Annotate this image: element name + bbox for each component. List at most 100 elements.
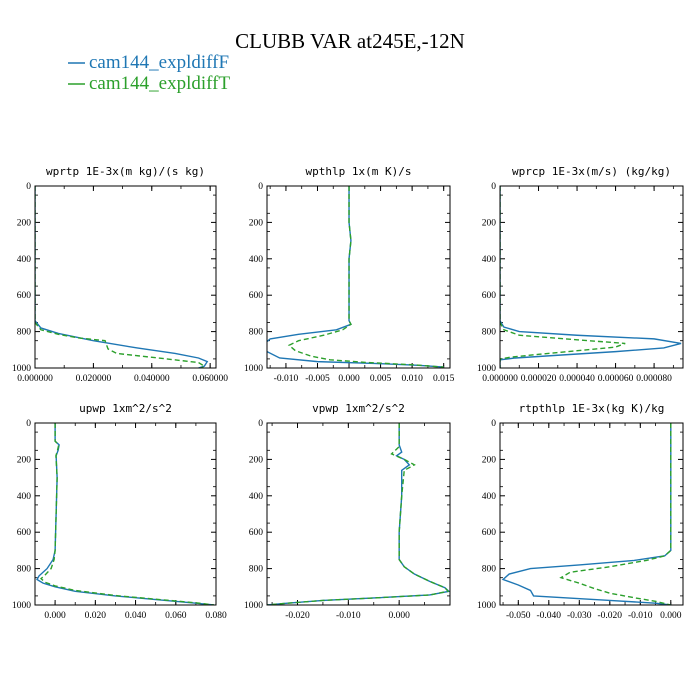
y-tick-label: 0 [26, 419, 31, 429]
y-tick-label: 1000 [244, 364, 263, 374]
y-tick-label: 1000 [12, 601, 31, 611]
y-tick-label: 400 [17, 255, 32, 265]
plot-frame [266, 185, 451, 369]
y-tick-label: 1000 [12, 364, 31, 374]
y-tick-label: 200 [482, 218, 497, 228]
y-tick-label: 800 [17, 328, 32, 338]
x-tick-label: 0.000080 [636, 374, 672, 384]
x-tick-label: 0.015 [433, 374, 455, 384]
series-line-1 [35, 186, 209, 368]
panel-title: wprtp 1E-3x(m kg)/(s kg) [46, 165, 205, 178]
series-line-1 [267, 423, 450, 605]
panels: wprtp 1E-3x(m kg)/(s kg) 0 200 400 600 800 100… [12, 165, 684, 621]
x-tick-label: -0.030 [567, 611, 592, 621]
series-line-1 [501, 423, 672, 605]
x-tick-label: -0.010 [274, 374, 299, 384]
y-tick-label: 400 [249, 492, 264, 502]
y-tick-label: 400 [249, 255, 264, 265]
x-tick-label: -0.020 [285, 611, 310, 621]
y-tick-label: 1000 [477, 364, 496, 374]
y-tick-label: 600 [482, 291, 497, 301]
plot-frame [499, 422, 684, 606]
series-line-2 [267, 423, 450, 605]
x-tick-label: -0.005 [305, 374, 330, 384]
series-line-1 [36, 423, 215, 605]
series-line-1 [267, 186, 444, 368]
plot-frame [266, 422, 451, 606]
series-line-2 [287, 186, 444, 368]
x-tick-label: 0.040000 [134, 374, 170, 384]
y-tick-label: 0 [26, 182, 31, 192]
series-line-2 [35, 186, 206, 368]
y-tick-label: 800 [17, 565, 32, 575]
x-tick-label: 0.000000 [482, 374, 518, 384]
x-tick-label: 0.000000 [17, 374, 53, 384]
y-tick-label: 400 [17, 492, 32, 502]
panel-1: wprtp 1E-3x(m kg)/(s kg) 0 200 400 600 800 100… [12, 165, 228, 384]
y-tick-label: 200 [17, 218, 32, 228]
panel-3: wprcp 1E-3x(m/s) (kg/kg) 0 200 400 600 800 100… [477, 165, 684, 384]
panel-title: wpthlp 1x(m K)/s [306, 165, 412, 178]
panel-4: upwp 1xm^2/s^2 0 200 400 600 800 1000 0.000 0.02… [12, 402, 227, 621]
y-tick-label: 0 [491, 182, 496, 192]
panel-title: wprcp 1E-3x(m/s) (kg/kg) [512, 165, 671, 178]
y-tick-label: 600 [249, 291, 264, 301]
series-line-2 [559, 423, 672, 605]
x-tick-label: 0.060000 [192, 374, 228, 384]
panel-2: wpthlp 1x(m K)/s 0 200 400 600 800 1000 -0.010-… [244, 165, 455, 384]
x-tick-label: 0.000 [338, 374, 360, 384]
y-tick-label: 1000 [477, 601, 496, 611]
y-tick-label: 600 [249, 528, 264, 538]
y-tick-label: 400 [482, 492, 497, 502]
panel-title: vpwp 1xm^2/s^2 [312, 402, 405, 415]
y-tick-label: 600 [482, 528, 497, 538]
y-tick-label: 0 [258, 182, 263, 192]
y-tick-label: 0 [258, 419, 263, 429]
x-tick-label: 0.005 [370, 374, 392, 384]
panel-6: rtpthlp 1E-3x(kg K)/kg02004006008001000-… [477, 402, 684, 621]
x-tick-label: 0.000040 [559, 374, 595, 384]
y-tick-label: 0 [491, 419, 496, 429]
legend: cam144_expldiffF cam144_expldiffT [68, 52, 230, 94]
x-tick-label: 0.060 [165, 611, 187, 621]
y-tick-label: 200 [482, 455, 497, 465]
series-line-2 [39, 423, 215, 605]
panel-title: rtpthlp 1E-3x(kg K)/kg [519, 402, 665, 415]
y-tick-label: 800 [482, 328, 497, 338]
x-tick-label: 0.040 [125, 611, 147, 621]
x-tick-label: 0.080 [205, 611, 227, 621]
panel-5: vpwp 1xm^2/s^2 0 200 400 600 800 1000 -0.020 -0.… [244, 402, 451, 621]
plot-frame [34, 422, 217, 606]
x-tick-label: -0.040 [537, 611, 562, 621]
series-line-1 [500, 186, 682, 368]
y-tick-label: 600 [17, 291, 32, 301]
x-tick-label: 0.000060 [598, 374, 634, 384]
y-tick-label: 800 [249, 328, 264, 338]
x-tick-label: -0.010 [628, 611, 653, 621]
x-tick-label: 0.000 [388, 611, 410, 621]
plot-frame [499, 185, 684, 369]
x-tick-label: 0.000 [660, 611, 682, 621]
x-tick-label: 0.020 [85, 611, 107, 621]
y-tick-label: 200 [249, 455, 264, 465]
x-tick-label: 0.000020 [521, 374, 557, 384]
figure-title: CLUBB VAR at245E,-12N [235, 29, 465, 53]
y-tick-label: 1000 [244, 601, 263, 611]
x-tick-label: -0.050 [506, 611, 531, 621]
y-tick-label: 200 [17, 455, 32, 465]
x-tick-label: 0.020000 [76, 374, 112, 384]
y-tick-label: 800 [249, 565, 264, 575]
x-tick-label: -0.020 [598, 611, 623, 621]
series-line-2 [500, 186, 626, 368]
x-tick-label: 0.010 [401, 374, 423, 384]
y-tick-label: 400 [482, 255, 497, 265]
x-tick-label: -0.010 [336, 611, 361, 621]
x-tick-label: 0.000 [44, 611, 66, 621]
y-tick-label: 600 [17, 528, 32, 538]
legend-label-1: cam144_expldiffF [89, 52, 229, 73]
panel-title: upwp 1xm^2/s^2 [79, 402, 172, 415]
y-tick-label: 200 [249, 218, 264, 228]
y-tick-label: 800 [482, 565, 497, 575]
legend-label-2: cam144_expldiffT [89, 73, 230, 94]
